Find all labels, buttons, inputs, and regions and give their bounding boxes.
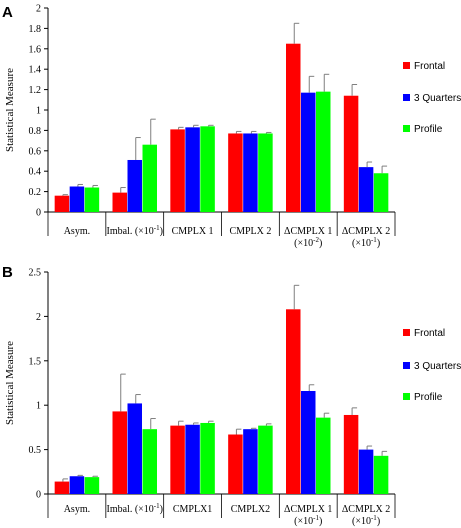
panel-b-bar-3-quarters (69, 476, 85, 494)
panel-a-bar-frontal (170, 129, 185, 212)
panel-b-y-tick-label: 0 (36, 490, 41, 501)
panel-b-category-label: Imbal. (×10-1) (107, 502, 163, 515)
panel-b: B 0 0.5 1 1.5 2 2.5 Statistical Measure Asym. Im… (2, 264, 461, 527)
panel-a-legend-swatch (403, 62, 410, 69)
panel-b-y-tick-label: 0.5 (29, 445, 42, 456)
panel-a-legend-swatch (403, 94, 410, 101)
panel-a-legend-swatch (403, 125, 410, 132)
panel-a-bar-3-quarters (301, 92, 316, 212)
panel-a-category-label: CMPLX 1 (172, 226, 214, 237)
panel-b-bar-profile (142, 429, 157, 494)
panel-b-bar-3-quarters (243, 429, 258, 494)
panel-a-y-tick-label: 1.4 (29, 65, 42, 76)
panel-a-bar-frontal (343, 95, 359, 212)
panel-b-y-axis-title: Statistical Measure (4, 341, 16, 425)
panel-b-bar-3-quarters (301, 390, 316, 494)
panel-a-bar-profile (84, 187, 100, 212)
panel-b-letter: B (2, 264, 13, 281)
panel-b-category-label: ΔCMPLX 2 (342, 504, 390, 515)
panel-a-legend-label: Frontal (414, 61, 445, 72)
panel-a-y-tick-label: 1.6 (29, 44, 42, 55)
panel-a-bar-3-quarters (243, 133, 258, 212)
panel-a-letter: A (2, 4, 13, 21)
panel-a-bar-profile (200, 126, 215, 212)
panel-b-legend-swatch (403, 329, 410, 336)
panel-a-y-tick-label: 1 (36, 106, 41, 117)
panel-b-y-tick-label: 1.5 (29, 356, 42, 367)
panel-a-category-label: CMPLX 2 (229, 226, 271, 237)
panel-a-y-tick-label: 1.2 (29, 85, 42, 96)
panel-b-bar-frontal (286, 309, 301, 494)
panel-b-bar-frontal (112, 411, 127, 494)
panel-b-legend-label: 3 Quarters (414, 361, 461, 372)
panel-a-bar-profile (258, 133, 273, 212)
panel-b-bar-3-quarters (358, 449, 374, 494)
panel-b-bar-frontal (170, 425, 185, 494)
panel-b-bar-3-quarters (185, 424, 200, 494)
panel-a-category-label: Asym. (64, 226, 90, 237)
panel-b-bar-profile (373, 455, 389, 494)
panel-b-category-label: ΔCMPLX 1 (284, 504, 332, 515)
panel-b-category-label: Asym. (64, 504, 90, 515)
panel-a-legend-label: 3 Quarters (414, 93, 461, 104)
panel-b-bar-frontal (343, 414, 359, 494)
panel-a-y-tick-label: 0 (36, 208, 41, 219)
panel-b-category-label: (×10-1) (352, 514, 380, 527)
panel-a: A 0 0.2 0.4 0.6 0.8 1 1.2 1.4 1.6 1.8 2 Statistical… (2, 4, 461, 250)
panel-b-category-label: (×10-1) (294, 514, 322, 527)
panel-a-y-axis-title: Statistical Measure (4, 68, 16, 152)
panel-a-bar-frontal (286, 43, 301, 213)
panel-a-bar-profile (316, 91, 331, 212)
panel-a-y-tick-label: 0.2 (29, 187, 42, 198)
panel-a-category-label: (×10-2) (294, 236, 322, 249)
panel-a-category-label: (×10-1) (352, 236, 380, 249)
panel-a-y-tick-label: 0.6 (29, 146, 42, 157)
panel-b-category-label: CMPLX2 (231, 504, 270, 515)
panel-a-y-tick-label: 2 (36, 4, 41, 15)
panel-b-y-tick-label: 2 (36, 312, 41, 323)
panel-b-legend-label: Profile (414, 392, 443, 403)
panel-b-legend-swatch (403, 362, 410, 369)
panel-a-bar-profile (373, 173, 389, 212)
panel-a-bar-3-quarters (358, 167, 374, 212)
panel-a-legend-label: Profile (414, 124, 443, 135)
panel-b-legend-label: Frontal (414, 328, 445, 339)
panel-a-bar-3-quarters (69, 186, 85, 212)
panel-b-bar-profile (200, 422, 215, 494)
panel-b-bar-profile (84, 477, 100, 494)
panel-a-y-tick-label: 0.4 (29, 167, 42, 178)
panel-b-bar-profile (258, 425, 273, 494)
panel-a-bar-frontal (112, 192, 127, 212)
panel-a-y-tick-label: 0.8 (29, 126, 42, 137)
panel-a-category-label: ΔCMPLX 1 (284, 226, 332, 237)
panel-a-category-label: Imbal. (×10-1) (107, 224, 163, 237)
panel-b-bar-3-quarters (127, 403, 142, 494)
panel-b-legend-swatch (403, 393, 410, 400)
panel-a-category-label: ΔCMPLX 2 (342, 226, 390, 237)
panel-a-y-tick-label: 1.8 (29, 24, 42, 35)
panel-a-bar-3-quarters (185, 127, 200, 212)
panel-b-y-tick-label: 2.5 (29, 268, 42, 279)
panel-b-category-label: CMPLX1 (173, 504, 212, 515)
panel-b-bar-profile (316, 417, 331, 494)
panel-a-bar-3-quarters (127, 159, 142, 212)
panel-b-y-tick-label: 1 (36, 401, 41, 412)
panel-b-bar-frontal (54, 481, 70, 494)
panel-a-bar-frontal (228, 133, 243, 212)
panel-a-bar-profile (142, 144, 157, 212)
panel-a-bar-frontal (54, 195, 70, 212)
panel-b-bar-frontal (228, 434, 243, 494)
